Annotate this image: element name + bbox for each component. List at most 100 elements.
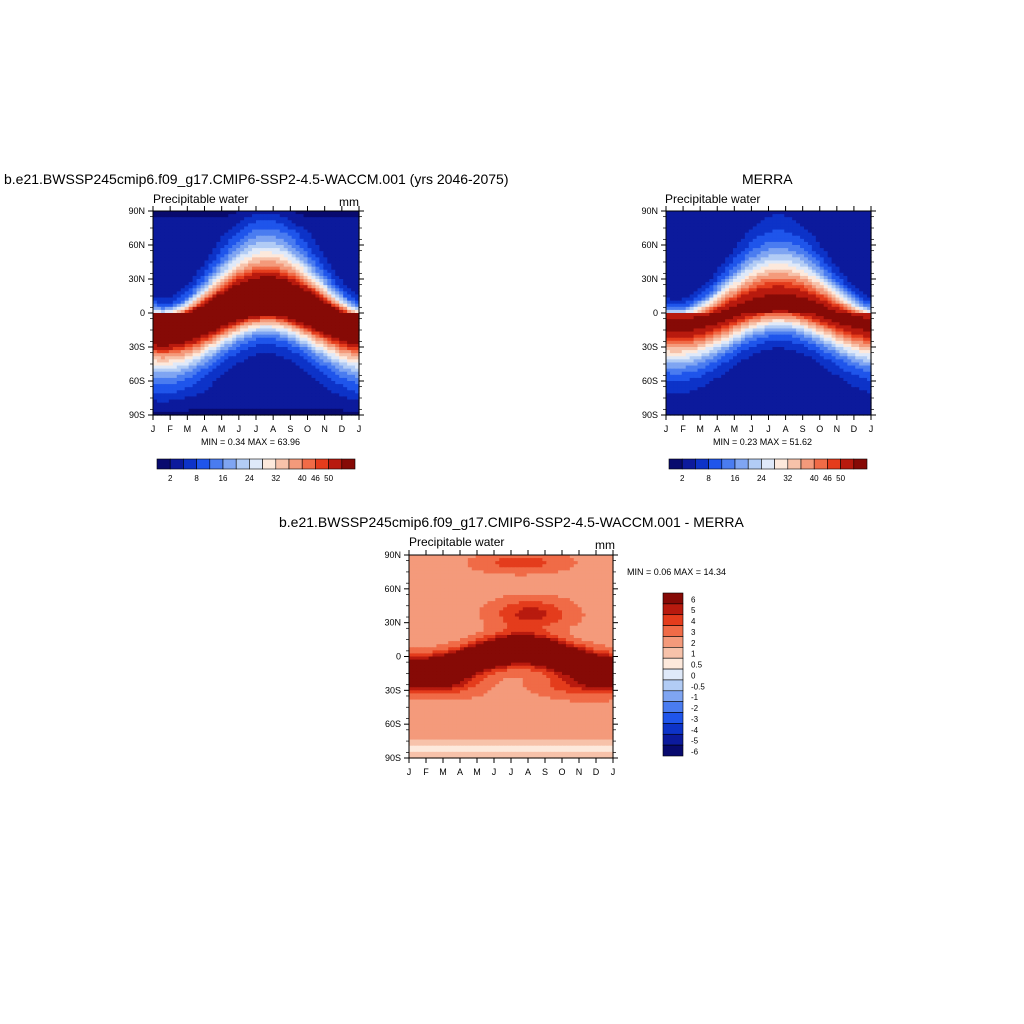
panel1-xtick-label: J [151, 424, 156, 434]
panel2-variable-label: Precipitable water [665, 192, 761, 206]
colorbar-panel1-swatch [328, 458, 343, 470]
colorbar-panel2-swatch [813, 458, 828, 470]
panel3-xtick-label: J [492, 767, 497, 777]
colorbar-panel3-label: -6 [691, 748, 699, 757]
colorbar-panel3-swatch [662, 668, 684, 681]
panel2-xtick-label: M [696, 424, 704, 434]
colorbar-panel3-label: 1 [691, 650, 696, 659]
panel1-ytick-label: 60N [128, 240, 145, 250]
colorbar-panel2-swatch [774, 458, 789, 470]
panel2-xtick-label: J [749, 424, 754, 434]
panel2-xtick-label: N [834, 424, 841, 434]
colorbar-panel2-swatch [787, 458, 802, 470]
panel2-minmax: MIN = 0.23 MAX = 51.62 [713, 437, 813, 447]
colorbar-panel3-label: -3 [691, 715, 699, 724]
panel2-ytick-label: 90S [642, 410, 658, 420]
colorbar-panel2: 2 8 16 24 32 40 46 50 [668, 458, 868, 483]
panel2-xtick-label: D [851, 424, 858, 434]
colorbar-panel2-swatch [800, 458, 815, 470]
colorbar-panel1-label: 40 [298, 474, 307, 483]
panel1-title: b.e21.BWSSP245cmip6.f09_g17.CMIP6-SSP2-4… [4, 171, 509, 187]
panel2-ytick-label: 60N [641, 240, 658, 250]
colorbar-panel2-swatch [734, 458, 749, 470]
panel1-xtick-label: A [201, 424, 207, 434]
colorbar-panel2-label: 16 [731, 474, 740, 483]
panel2-ytick-label: 0 [653, 308, 658, 318]
colorbar-panel2-swatch [708, 458, 723, 470]
colorbar-panel3-swatch [662, 647, 684, 659]
colorbar-panel3: 6 5 4 3 2 1 0.50 -0.5 -1 -2 -3 -4 -5 -6 [662, 592, 705, 757]
colorbar-panel3-label: -2 [691, 704, 699, 713]
panel1-xtick-label: O [304, 424, 311, 434]
colorbar-panel2-label: 24 [757, 474, 766, 483]
colorbar-panel1-swatch [275, 458, 290, 470]
colorbar-panel2-swatch [840, 458, 855, 470]
panel1-xtick-label: J [254, 424, 259, 434]
panel1-ytick-label: 0 [140, 308, 145, 318]
colorbar-panel2-swatch [721, 458, 736, 470]
panel3-xtick-label: D [593, 767, 600, 777]
colorbar-panel1-label: 50 [324, 474, 333, 483]
colorbar-panel1-label: 2 [168, 474, 173, 483]
panel3-minmax: MIN = 0.06 MAX = 14.34 [627, 567, 727, 577]
panel1-ytick-label: 30S [129, 342, 145, 352]
panel2-xtick-label: O [816, 424, 823, 434]
panel2-xtick-label: J [869, 424, 874, 434]
colorbar-panel1-swatch [315, 458, 329, 470]
colorbar-panel1-swatch [341, 458, 356, 470]
colorbar-panel3-label: -4 [691, 726, 699, 735]
colorbar-panel1-label: 24 [245, 474, 254, 483]
colorbar-panel1-swatch [235, 458, 250, 470]
colorbar-panel3-swatch [662, 712, 684, 724]
panel1-xtick-label: F [167, 424, 173, 434]
colorbar-panel1-swatch [156, 458, 171, 470]
panel1-xtick-label: N [321, 424, 328, 434]
colorbar-panel3-swatch [662, 679, 684, 692]
colorbar-panel1-swatch [249, 458, 263, 470]
colorbar-panel1-swatch [183, 458, 197, 470]
panel1-minmax: MIN = 0.34 MAX = 63.96 [201, 437, 301, 447]
colorbar-panel3-swatch [662, 636, 684, 648]
panel1-xtick-label: J [357, 424, 362, 434]
colorbar-panel1-swatch [209, 458, 224, 470]
panel2-xtick-label: M [731, 424, 739, 434]
colorbar-panel2-swatch [853, 458, 868, 470]
panel3-xtick-label: N [576, 767, 583, 777]
panel2-ytick-label: 90N [641, 206, 658, 216]
colorbar-panel2-label: 40 [810, 474, 819, 483]
colorbar-panel2-swatch [827, 458, 841, 470]
colorbar-panel1-label: 46 [311, 474, 320, 483]
colorbar-panel2-swatch [761, 458, 775, 470]
colorbar-panel3-swatch [662, 614, 684, 626]
panel2-xtick-label: A [714, 424, 720, 434]
colorbar-panel3-label: 4 [691, 617, 696, 626]
colorbar-panel2-swatch [681, 458, 696, 470]
colorbar-panel3-label: 5 [691, 606, 696, 615]
panel3-units-label: mm [595, 538, 615, 552]
colorbar-panel3-label: -1 [691, 693, 699, 702]
colorbar-panel3-label: 2 [691, 639, 696, 648]
colorbar-panel3-label: 0.5 [691, 661, 703, 670]
panel1-units-label: mm [339, 195, 359, 209]
panel2-ytick-label: 60S [642, 376, 658, 386]
panel2-ytick-label: 30S [642, 342, 658, 352]
colorbar-panel3-swatch [662, 625, 684, 637]
colorbar-panel1-label: 16 [219, 474, 228, 483]
panel3-xtick-label: A [457, 767, 463, 777]
panel3-ytick-label: 30N [384, 618, 401, 628]
panel2-xtick-label: S [800, 424, 806, 434]
panel1-ytick-label: 90N [128, 206, 145, 216]
panel3-ytick-label: 90N [384, 550, 401, 560]
colorbar-panel2-swatch [695, 458, 709, 470]
panel3-ytick-label: 60N [384, 584, 401, 594]
colorbar-panel3-swatch [662, 592, 684, 605]
colorbar-panel1-swatch [222, 458, 237, 470]
colorbar-panel2-label: 32 [783, 474, 792, 483]
panel2-xtick-label: J [766, 424, 771, 434]
panel2-title: MERRA [742, 171, 793, 187]
panel1-ytick-label: 90S [129, 410, 145, 420]
panel1-xtick-label: M [184, 424, 192, 434]
